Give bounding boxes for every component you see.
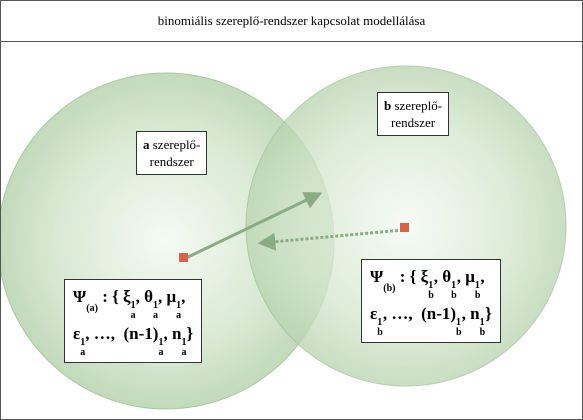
subscript: b xyxy=(479,327,486,338)
indices: (a) xyxy=(86,304,98,314)
label-text: szereplő- xyxy=(149,137,201,152)
subscript: (a) xyxy=(86,303,98,314)
formula-symbol: , θ xyxy=(433,267,452,286)
formula-symbol: , xyxy=(181,287,186,306)
formula-symbol: , θ xyxy=(135,287,154,306)
subscript: b xyxy=(377,327,383,338)
subscript: a xyxy=(80,347,86,358)
formula-symbol: ε xyxy=(73,324,81,343)
superscript: 1 xyxy=(153,300,159,311)
formula-symbol: , n xyxy=(461,304,480,323)
superscript: 1 xyxy=(130,300,136,311)
formula-symbol: , n xyxy=(163,324,182,343)
superscript: 1 xyxy=(377,317,383,328)
system-letter: b xyxy=(384,98,392,113)
formula-symbol: , …, (n-1) xyxy=(382,304,457,323)
subscript: b xyxy=(474,290,481,301)
system-label: a szereplő-rendszer xyxy=(136,131,208,175)
arrow-b-to-a xyxy=(257,228,404,251)
formula-symbol: : { ξ xyxy=(395,267,429,286)
superscript: 1 xyxy=(479,317,485,328)
formula-symbol: , μ xyxy=(456,267,475,286)
label-line: rendszer xyxy=(391,115,436,130)
superscript: 1 xyxy=(456,317,462,328)
subscript: a xyxy=(158,347,164,358)
subscript: a xyxy=(181,347,187,358)
point-a xyxy=(179,253,188,262)
subscript: a xyxy=(153,310,159,321)
subscript: a xyxy=(130,310,136,321)
formula-symbol: Ψ xyxy=(73,287,87,306)
formula-symbol: , μ xyxy=(158,287,177,306)
superscript: 1 xyxy=(428,280,434,291)
formula-symbol: } xyxy=(186,324,194,343)
formula-symbol: , …, (n-1) xyxy=(85,324,159,343)
label-line: rendszer xyxy=(149,154,194,169)
title: binomiális szereplő-rendszer kapcsolat m… xyxy=(1,1,582,42)
subscript: b xyxy=(456,327,462,338)
formula-symbol: } xyxy=(485,304,492,323)
formula-symbol: , xyxy=(480,267,485,286)
label-line: a szereplő- xyxy=(143,136,200,153)
system-label: b szereplő-rendszer xyxy=(377,92,450,136)
superscript: 1 xyxy=(80,337,86,348)
superscript: 1 xyxy=(451,280,457,291)
superscript: 1 xyxy=(474,280,480,291)
point-b xyxy=(400,223,409,232)
indices: (b) xyxy=(383,284,395,294)
superscript: 1 xyxy=(176,300,182,311)
subscript: (b) xyxy=(383,283,396,294)
formula-symbol: Ψ xyxy=(370,267,384,286)
formula-symbol: ε xyxy=(370,304,378,323)
superscript: 1 xyxy=(158,337,164,348)
system-letter: a xyxy=(143,137,150,152)
subscript: b xyxy=(428,290,434,301)
superscript: 1 xyxy=(181,337,187,348)
label-text: szereplő- xyxy=(391,98,443,113)
subscript: b xyxy=(451,290,457,301)
arrow-a-to-b xyxy=(185,192,323,260)
subscript: a xyxy=(176,310,182,321)
label-line: b szereplő- xyxy=(384,97,442,114)
formula-symbol: : { ξ xyxy=(97,287,131,306)
